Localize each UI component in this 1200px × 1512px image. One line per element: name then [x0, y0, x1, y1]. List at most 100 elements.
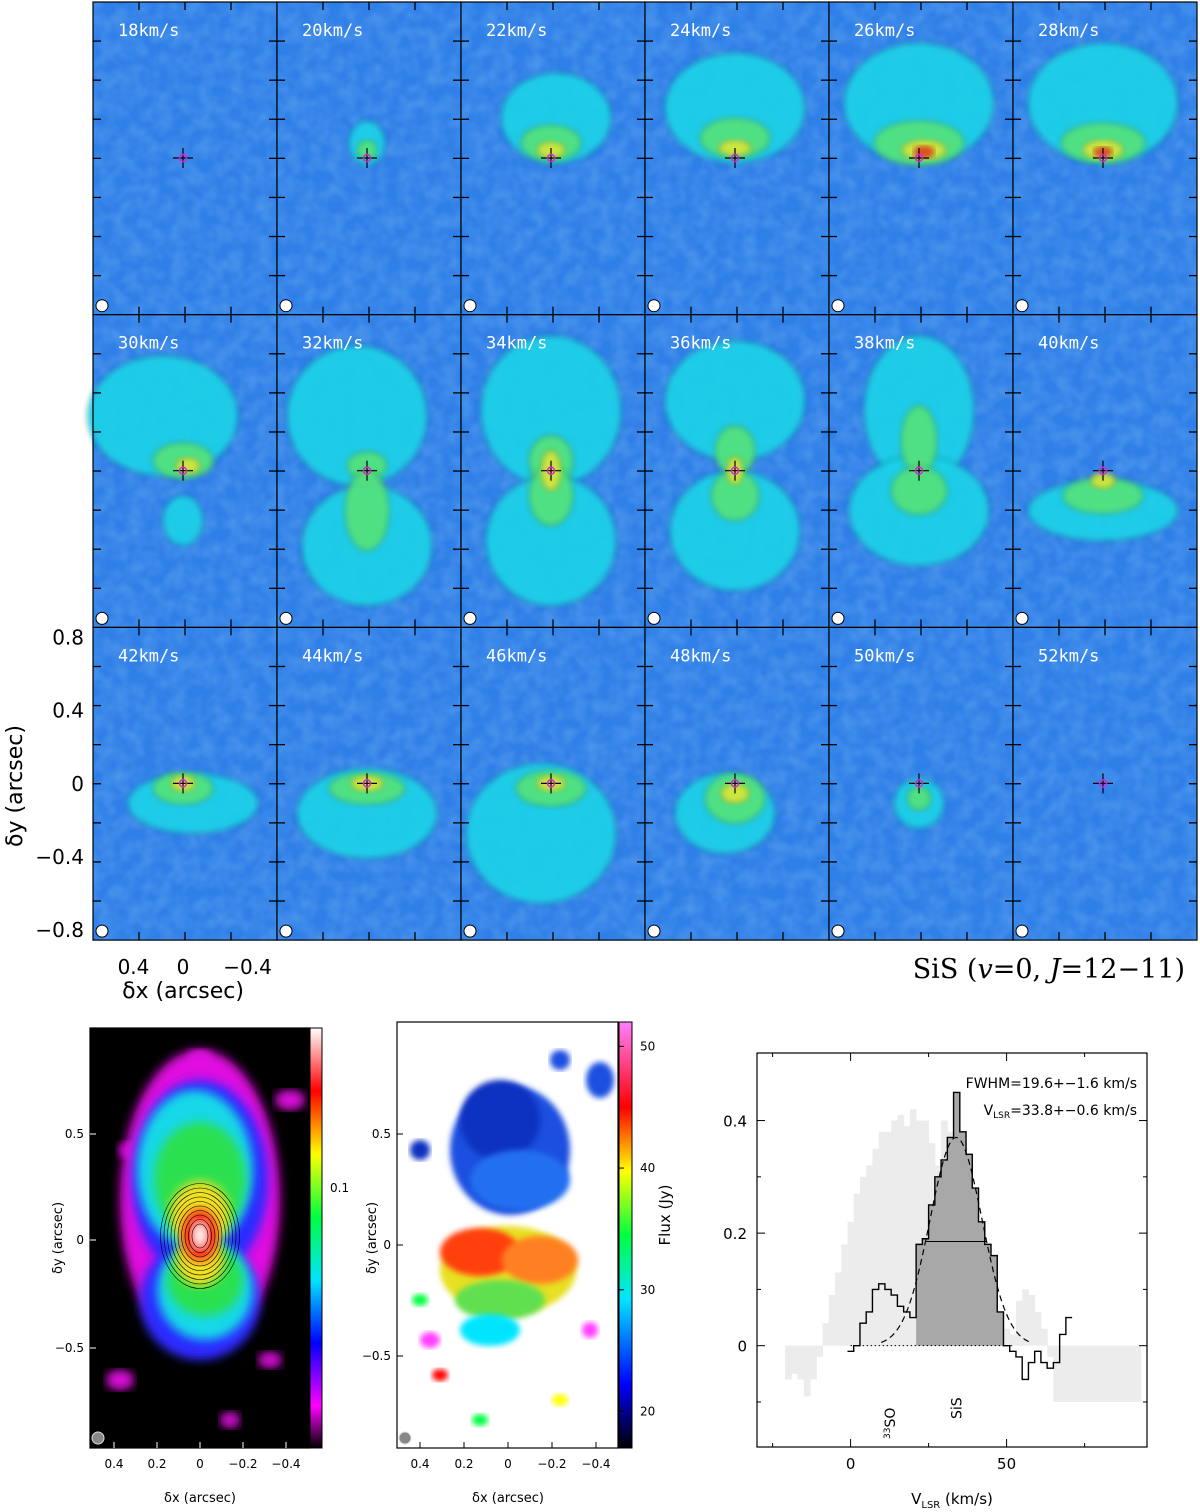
beam-circle — [463, 299, 477, 313]
moment1-region — [455, 1280, 545, 1320]
grid-xtick-label: 0.4 — [118, 955, 150, 979]
moment0-xtick-label: −0.2 — [228, 1457, 257, 1471]
background-spectrum-bar — [1103, 1345, 1111, 1402]
background-spectrum-bar — [835, 1272, 842, 1346]
moment1-region — [582, 1322, 598, 1338]
moment1-region — [460, 1080, 540, 1160]
star-marker — [730, 466, 740, 475]
moment0-contour-line — [181, 1210, 219, 1262]
moment0-xtick-label: 0.4 — [104, 1457, 123, 1471]
moment1-xtick-label: 0 — [504, 1457, 512, 1471]
channel-panel: 52km/s — [1012, 626, 1198, 941]
background-spectrum-bar — [853, 1193, 861, 1346]
moment1-ytick-label: 0.5 — [372, 1127, 391, 1141]
beam-circle — [95, 299, 109, 313]
spectrum-plot-area — [785, 1091, 1142, 1402]
moment1-region — [432, 1369, 448, 1381]
star-marker — [178, 153, 188, 163]
sis-fill-bar — [959, 1131, 967, 1346]
moment1-region — [470, 1150, 570, 1210]
channel-panel: 30km/s — [87, 314, 278, 629]
channel-velocity-label: 34km/s — [486, 334, 547, 354]
grid-xtick-label: 0 — [177, 955, 190, 979]
moment0-colorbar — [309, 1027, 323, 1449]
emission-contour — [162, 495, 204, 547]
xtick-label: 50 — [997, 1455, 1016, 1473]
background-spectrum-bar — [1134, 1345, 1142, 1402]
background-spectrum-bar — [1084, 1345, 1092, 1402]
background-spectrum-bar — [1065, 1345, 1073, 1402]
beam-circle — [463, 924, 477, 938]
moment0-contour-line — [177, 1205, 223, 1267]
star-marker — [914, 466, 924, 475]
moment0-colorbar-tick: 0.1 — [330, 1181, 349, 1195]
channel-velocity-label: 24km/s — [670, 21, 731, 41]
sis-fill-bar — [934, 1176, 942, 1346]
grid-xlabel: δx (arcsec) — [122, 979, 244, 1004]
background-spectrum-bar — [1059, 1345, 1067, 1402]
moment1-ticks: 0.5 0 −0.5 0.4 0.2 0 −0.2 −0.4 — [362, 1127, 611, 1471]
moment1-region — [412, 1294, 428, 1306]
background-spectrum-bar — [1128, 1345, 1136, 1402]
moment1-colorbar-ticks: 50 40 30 20 — [619, 1039, 655, 1418]
background-spectrum-bar — [1090, 1345, 1098, 1402]
spectrum-line — [847, 1091, 1073, 1381]
beam-circle — [463, 611, 477, 625]
channel-panel: 26km/s — [828, 1, 1014, 316]
moment0-ticks: 0.5 0 −0.5 0.4 0.2 0 −0.2 −0.4 — [55, 1127, 301, 1471]
sis-fill-bar — [997, 1311, 1004, 1346]
moment0-ylabel: δy (arcsec) — [51, 1202, 66, 1274]
moment1-ylabel: δy (arcsec) — [365, 1202, 380, 1274]
background-spectrum-bar — [1009, 1334, 1017, 1346]
grid-ylabel: δy (arcsec) — [3, 725, 28, 847]
moment0-xlabel: δx (arcsec) — [164, 1491, 236, 1506]
star-marker — [362, 153, 372, 163]
sis-fill-bar — [922, 1238, 930, 1346]
background-spectrum-bar — [884, 1131, 892, 1346]
star-marker — [914, 779, 924, 788]
moment0-contour-line — [167, 1192, 233, 1280]
background-spectrum-bar — [1078, 1345, 1086, 1402]
moment1-panel: 50 40 30 20 δy (arcsec) δx (arcsec) Flux (J… — [362, 1021, 674, 1506]
background-spectrum-bar — [872, 1148, 880, 1346]
grid-yticks: 0.8 0.4 0 −0.4 −0.8 — [35, 625, 84, 942]
beam-circle — [647, 611, 661, 625]
moment0-ytick-label: 0 — [76, 1233, 84, 1247]
channel-velocity-label: 52km/s — [1038, 646, 1099, 666]
moment1-colorbar-tick-label: 40 — [640, 1161, 655, 1175]
ytick-label: 0.4 — [723, 1113, 747, 1131]
background-spectrum-bar — [810, 1345, 817, 1380]
channel-velocity-label: 36km/s — [670, 334, 731, 354]
channel-velocity-label: 48km/s — [670, 646, 731, 666]
channel-panel: 32km/s — [276, 314, 462, 629]
ytick-label: 0 — [737, 1338, 747, 1356]
moment1-colorbar-tick-label: 20 — [640, 1404, 655, 1418]
beam-circle — [1015, 611, 1029, 625]
background-spectrum-bar — [897, 1114, 905, 1346]
moment0-contour — [106, 1370, 134, 1390]
background-spectrum-bar — [847, 1221, 855, 1346]
channel-panel: 34km/s — [460, 314, 646, 629]
channel-panel: 22km/s — [460, 1, 646, 316]
sis-fill-bar — [972, 1188, 980, 1346]
grid-xticks: 0.4 0 −0.4 — [118, 955, 272, 979]
moment1-region — [472, 1414, 488, 1426]
beam-circle — [647, 299, 661, 313]
channel-velocity-label: 38km/s — [854, 334, 915, 354]
background-spectrum-bar — [1040, 1328, 1048, 1346]
moment0-panel: 0.1 δy (arcsec) δx (arcsec) 0.50−0.50.4 0… — [51, 1027, 349, 1506]
background-spectrum-bar — [1015, 1300, 1023, 1346]
star-marker — [362, 779, 372, 788]
beam-circle — [647, 924, 661, 938]
background-spectrum-bar — [866, 1165, 873, 1346]
colorbar-label-flux: Flux (Jy) — [656, 1185, 674, 1246]
moment1-colorbar-tick-label: 50 — [640, 1039, 655, 1053]
channel-panel: 46km/s — [460, 626, 646, 941]
channel-panel: 20km/s — [276, 1, 462, 316]
background-spectrum-bar — [816, 1345, 824, 1357]
beam-circle — [1015, 299, 1029, 313]
moment0-contour — [258, 1352, 282, 1368]
background-spectrum-bar — [822, 1323, 830, 1346]
gaussian-fit — [880, 1136, 1032, 1343]
